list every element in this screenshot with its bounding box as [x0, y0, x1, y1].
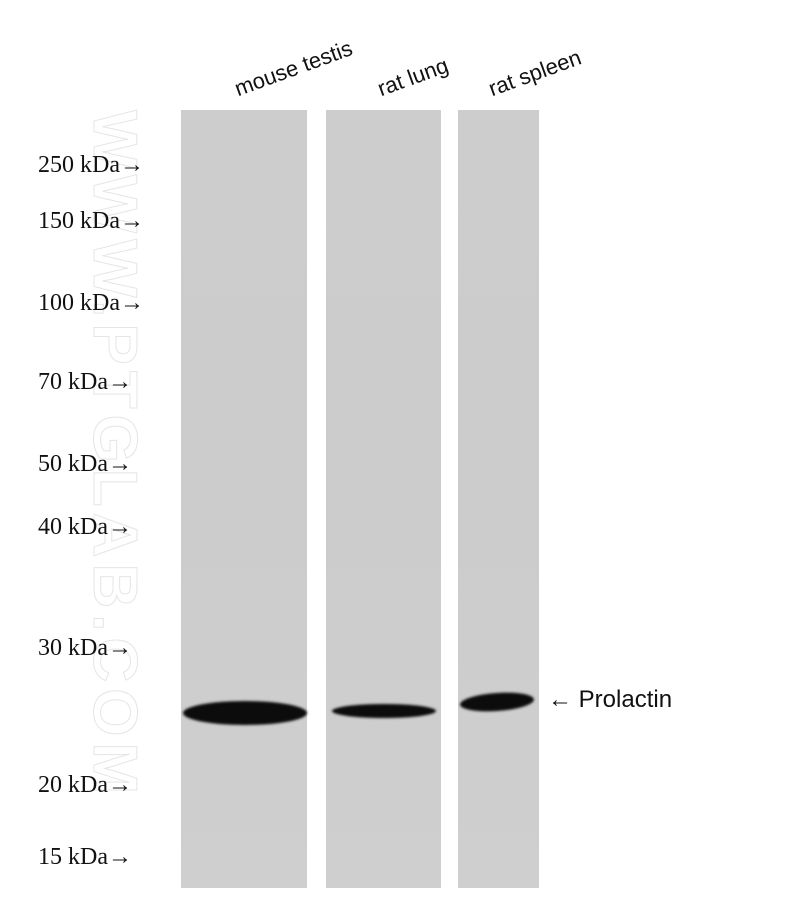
lane-label-mouse-testis: mouse testis: [231, 35, 356, 102]
band-mouse-testis: [183, 701, 307, 725]
marker-250: 250 kDa→: [38, 152, 144, 178]
marker-15: 15 kDa→: [38, 844, 132, 870]
marker-30: 30 kDa→: [38, 635, 132, 661]
marker-100: 100 kDa→: [38, 290, 144, 316]
marker-40: 40 kDa→: [38, 514, 132, 540]
band-label-prolactin: ← Prolactin: [548, 686, 673, 713]
marker-70: 70 kDa→: [38, 369, 132, 395]
blot-panel-2: [326, 110, 441, 888]
lane-label-rat-lung: rat lung: [374, 52, 452, 102]
marker-50: 50 kDa→: [38, 451, 132, 477]
marker-20: 20 kDa→: [38, 772, 132, 798]
band-rat-spleen: [459, 690, 535, 714]
blot-panel-1: [181, 110, 307, 888]
marker-150: 150 kDa→: [38, 208, 144, 234]
lane-label-rat-spleen: rat spleen: [485, 44, 585, 102]
band-rat-lung: [332, 704, 436, 718]
blot-panel-3: [458, 110, 539, 888]
